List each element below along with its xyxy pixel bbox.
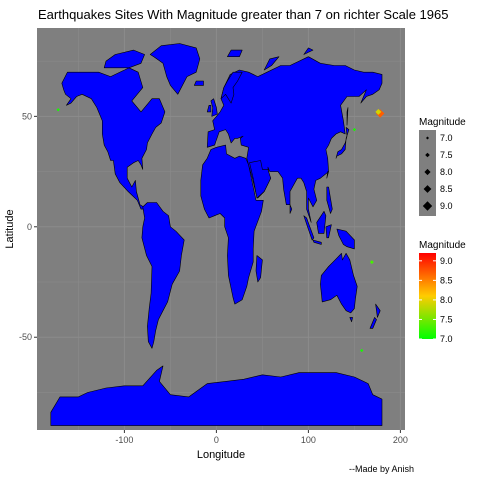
land-new-guinea xyxy=(336,228,355,250)
earthquake-point-6 xyxy=(360,348,364,353)
land-great-britain xyxy=(210,98,218,117)
chart-caption: --Made by Anish xyxy=(349,464,414,474)
color-legend-colorbar xyxy=(419,253,436,339)
land-australia xyxy=(320,253,358,314)
land-taiwan xyxy=(326,171,329,179)
y-tick-label: -50 xyxy=(19,332,32,342)
land-sakhalin xyxy=(346,107,349,126)
land-borneo xyxy=(316,211,327,234)
land-sulawesi xyxy=(325,224,332,239)
color-legend-label: 7.5 xyxy=(440,314,453,324)
land-canadian-arctic xyxy=(103,49,145,69)
color-legend: Magnitude 7.0 7.5 8.0 8.5 9.0 xyxy=(419,240,466,344)
land-north-america xyxy=(61,67,166,210)
x-tick-label: 100 xyxy=(301,435,316,445)
land-ireland xyxy=(206,105,212,113)
land-south-america xyxy=(141,202,185,349)
land-greenland xyxy=(149,43,201,95)
land-madagascar xyxy=(255,255,263,283)
size-legend-key xyxy=(426,136,429,140)
earthquake-point-3 xyxy=(375,108,382,115)
earthquake-points xyxy=(56,108,385,353)
land-africa xyxy=(200,144,264,305)
x-tick-label: 200 xyxy=(393,435,408,445)
earthquake-point-5 xyxy=(369,260,374,265)
size-legend-label: 9.0 xyxy=(440,201,453,211)
land-arabia xyxy=(249,160,271,199)
color-legend-label: 9.0 xyxy=(440,256,453,266)
land-sri-lanka xyxy=(289,204,293,214)
size-legend-key xyxy=(423,185,432,193)
land-new-zealand-north xyxy=(375,303,381,318)
color-legend-label: 8.0 xyxy=(440,295,453,305)
earthquake-point-2 xyxy=(375,109,385,118)
land-svalbard xyxy=(227,49,243,57)
y-axis-title: Latitude xyxy=(4,209,16,248)
x-tick-label: 0 xyxy=(214,435,219,445)
size-legend-key xyxy=(424,168,431,176)
land-antarctica xyxy=(50,365,383,426)
chart-title: Earthquakes Sites With Magnitude greater… xyxy=(38,7,448,22)
color-legend-label: 7.0 xyxy=(440,334,453,344)
world-land-layer xyxy=(50,43,383,426)
size-legend-key xyxy=(422,201,433,211)
size-legend-label: 8.5 xyxy=(440,184,453,194)
land-philippines xyxy=(326,186,333,214)
color-legend-label: 8.5 xyxy=(440,275,453,285)
size-legend: Magnitude 7.0 7.5 8.0 8.5 9.0 xyxy=(419,117,466,216)
size-legend-label: 8.0 xyxy=(440,167,453,177)
earthquake-point-4 xyxy=(352,127,357,132)
y-tick-label: 0 xyxy=(27,222,32,232)
earthquake-point-1 xyxy=(56,108,60,112)
y-tick-label: 50 xyxy=(22,111,32,121)
size-legend-label: 7.5 xyxy=(440,150,453,160)
land-scandinavia xyxy=(220,71,243,104)
size-legend-key xyxy=(425,152,430,158)
x-axis-title: Longitude xyxy=(197,449,245,461)
color-legend-title: Magnitude xyxy=(419,240,466,251)
y-axis-ticks: -50 0 50 xyxy=(19,111,37,342)
land-japan xyxy=(335,127,350,159)
land-novaya-zemlya xyxy=(263,56,280,71)
land-tasmania xyxy=(349,317,353,323)
land-new-zealand-south xyxy=(369,317,377,329)
x-tick-label: -100 xyxy=(115,435,133,445)
x-axis-ticks: -100 0 100 200 xyxy=(115,430,408,445)
land-sumatra xyxy=(303,215,315,241)
land-severnaya-zemlya xyxy=(303,47,314,55)
size-legend-title: Magnitude xyxy=(419,117,466,128)
size-legend-label: 7.0 xyxy=(440,133,453,143)
land-java xyxy=(312,239,322,245)
land-iceland xyxy=(194,80,204,86)
